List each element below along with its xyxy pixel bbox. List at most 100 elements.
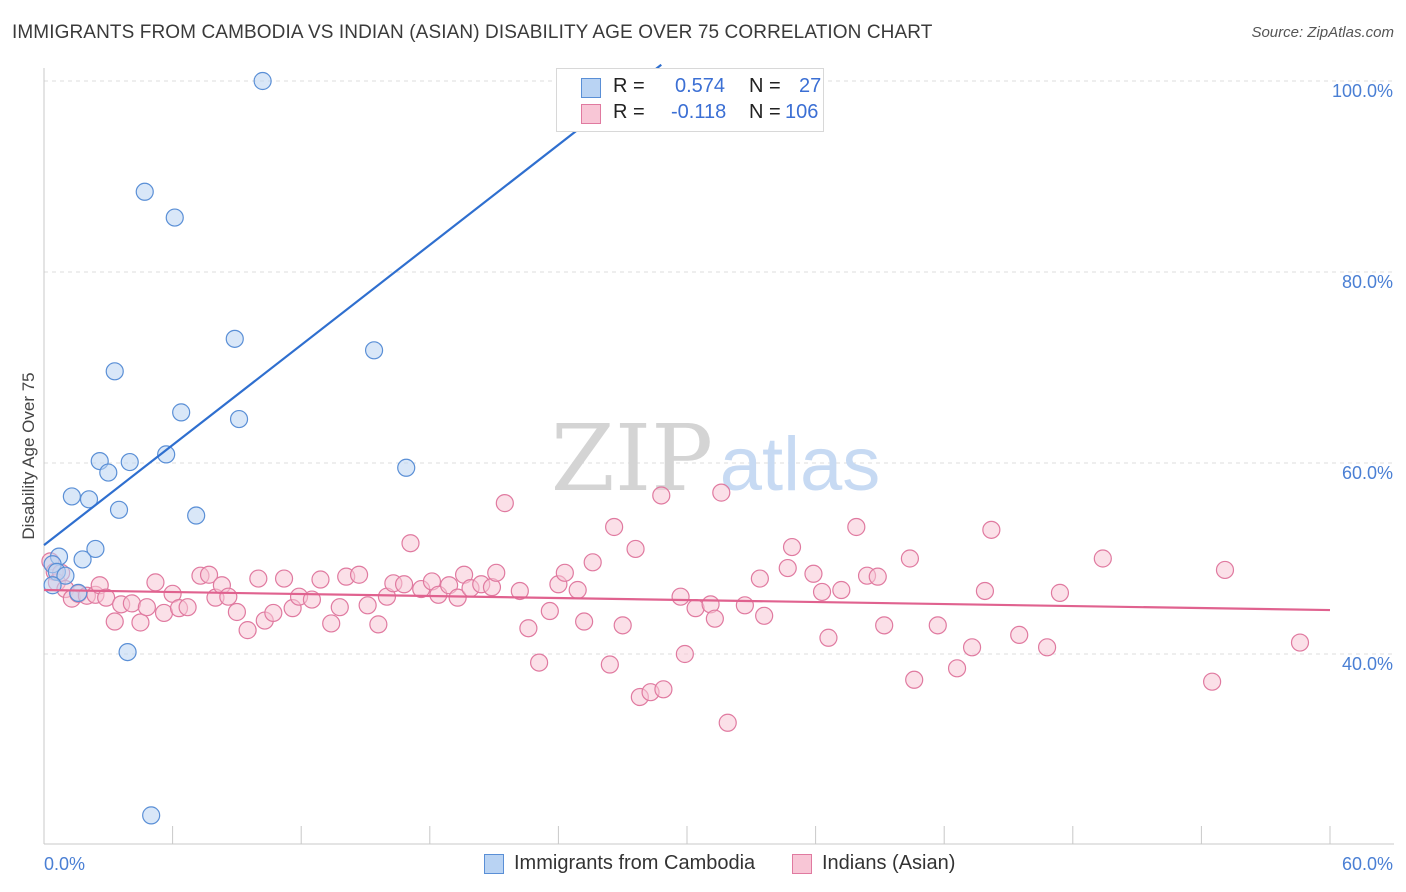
indians-asian-point — [1037, 638, 1057, 657]
indians-asian-point — [712, 483, 731, 502]
cambodia-point — [109, 500, 129, 519]
indians-asian-trend-line — [43, 588, 1331, 612]
cambodia-point — [120, 452, 139, 472]
cambodia-point — [73, 550, 92, 569]
indians-asian-point — [146, 573, 165, 592]
x-axis-ticks — [43, 826, 1331, 844]
indians-asian-point — [358, 596, 377, 615]
indians-asian-point — [264, 603, 283, 623]
indians-asian-point — [605, 517, 624, 537]
y-tick-label: 100.0% — [1332, 81, 1393, 101]
indians-asian-point — [311, 570, 330, 589]
indians-asian-point — [982, 520, 1001, 539]
cambodia-point — [172, 403, 191, 422]
cambodia-point — [118, 642, 137, 662]
indians-asian-point — [369, 615, 388, 634]
watermark-atlas: atlas — [720, 422, 881, 507]
indians-asian-point — [219, 587, 238, 606]
legend-n-value: 27 — [799, 75, 822, 97]
indians-asian-point — [519, 619, 538, 638]
indians-asian-point — [947, 659, 967, 678]
indians-asian-point — [868, 567, 887, 586]
y-tick-labels: 40.0% 60.0% 80.0% 100.0% — [1332, 81, 1393, 674]
cambodia-point — [79, 490, 99, 509]
axes — [43, 68, 1394, 845]
indians-asian-point — [330, 598, 349, 617]
cambodia-point — [135, 182, 154, 201]
y-tick-label: 40.0% — [1342, 654, 1393, 674]
watermark: ZIP atlas — [551, 405, 880, 512]
indians-asian-point — [178, 598, 197, 617]
x-tick-label-min: 0.0% — [44, 854, 85, 874]
indians-asian-point — [97, 588, 116, 607]
indians-asian-point — [654, 680, 673, 699]
indians-asian-point — [875, 616, 894, 635]
legend-swatch-blue — [581, 78, 601, 98]
legend-swatch-pink — [581, 104, 601, 124]
cambodia-point — [86, 539, 105, 559]
cambodia-point — [62, 487, 81, 506]
indians-asian-point — [238, 621, 257, 640]
series-immigrants-cambodia — [43, 71, 416, 825]
indians-asian-point — [735, 596, 754, 615]
legend-label-indians: Indians (Asian) — [822, 852, 956, 874]
indians-asian-point — [1010, 625, 1029, 645]
legend-swatch-blue — [484, 854, 504, 874]
cambodia-point — [165, 208, 184, 227]
indians-asian-point — [349, 565, 369, 584]
indians-asian-point — [900, 549, 920, 568]
cambodia-point — [397, 458, 416, 477]
indians-asian-point — [705, 609, 724, 628]
indians-asian-point — [782, 537, 802, 557]
cambodia-trend-line — [43, 63, 662, 546]
cambodia-point — [105, 362, 124, 381]
indians-asian-point — [847, 517, 866, 537]
indians-asian-point — [322, 614, 341, 633]
y-tick-label: 60.0% — [1342, 463, 1393, 483]
indians-asian-point — [487, 563, 506, 582]
trend-lines — [43, 63, 1331, 612]
indians-asian-point — [105, 612, 124, 631]
indians-asian-point — [510, 581, 529, 601]
indians-asian-point — [583, 553, 602, 572]
indians-asian-point — [575, 612, 594, 631]
indians-asian-point — [1050, 583, 1070, 602]
legend-n-label: N = — [749, 101, 781, 123]
legend-r-value: -0.118 — [671, 101, 727, 123]
cambodia-point — [229, 409, 249, 429]
indians-asian-point — [540, 601, 559, 621]
indians-asian-point — [227, 602, 246, 622]
indians-asian-point — [626, 539, 645, 559]
legend-swatch-pink — [792, 854, 812, 874]
cambodia-point — [253, 71, 272, 91]
indians-asian-point — [249, 569, 268, 588]
indians-asian-point — [122, 594, 141, 613]
y-axis-label: Disability Age Over 75 — [19, 372, 38, 539]
x-tick-labels: 0.0% 60.0% — [44, 854, 1393, 874]
cambodia-point — [142, 806, 161, 825]
legend-r-value: 0.574 — [675, 75, 726, 97]
indians-asian-point — [199, 565, 219, 584]
indians-asian-point — [718, 713, 737, 732]
indians-asian-point — [394, 575, 414, 594]
indians-asian-point — [652, 486, 671, 505]
indians-asian-point — [439, 576, 459, 595]
indians-asian-point — [555, 563, 574, 582]
y-tick-label: 80.0% — [1342, 272, 1393, 292]
indians-asian-point — [905, 670, 924, 689]
series-legend: Immigrants from Cambodia Indians (Asian) — [0, 850, 1406, 880]
indians-asian-point — [778, 558, 797, 578]
indians-asian-point — [962, 638, 982, 657]
legend-r-label: R = — [613, 75, 645, 97]
x-tick-label-max: 60.0% — [1342, 854, 1393, 874]
cambodia-point — [187, 506, 206, 525]
indians-asian-point — [600, 655, 619, 674]
legend-label-cambodia: Immigrants from Cambodia — [514, 852, 756, 874]
indians-asian-point — [755, 606, 774, 625]
legend-n-label: N = — [749, 75, 781, 97]
source-credit: Source: ZipAtlas.com — [1251, 24, 1394, 41]
indians-asian-point — [804, 564, 823, 583]
indians-asian-point — [1290, 633, 1310, 652]
correlation-legend: R = 0.574 N = 27 R = -0.118 N = 106 — [556, 68, 824, 132]
series-indians-asian — [41, 483, 1310, 732]
